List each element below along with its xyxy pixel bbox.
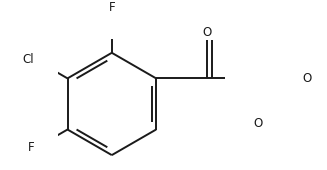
Text: O: O bbox=[302, 72, 312, 85]
Text: F: F bbox=[109, 1, 115, 14]
Text: O: O bbox=[254, 117, 263, 130]
Text: Cl: Cl bbox=[23, 53, 34, 66]
Text: F: F bbox=[27, 141, 34, 154]
Text: O: O bbox=[203, 26, 212, 39]
